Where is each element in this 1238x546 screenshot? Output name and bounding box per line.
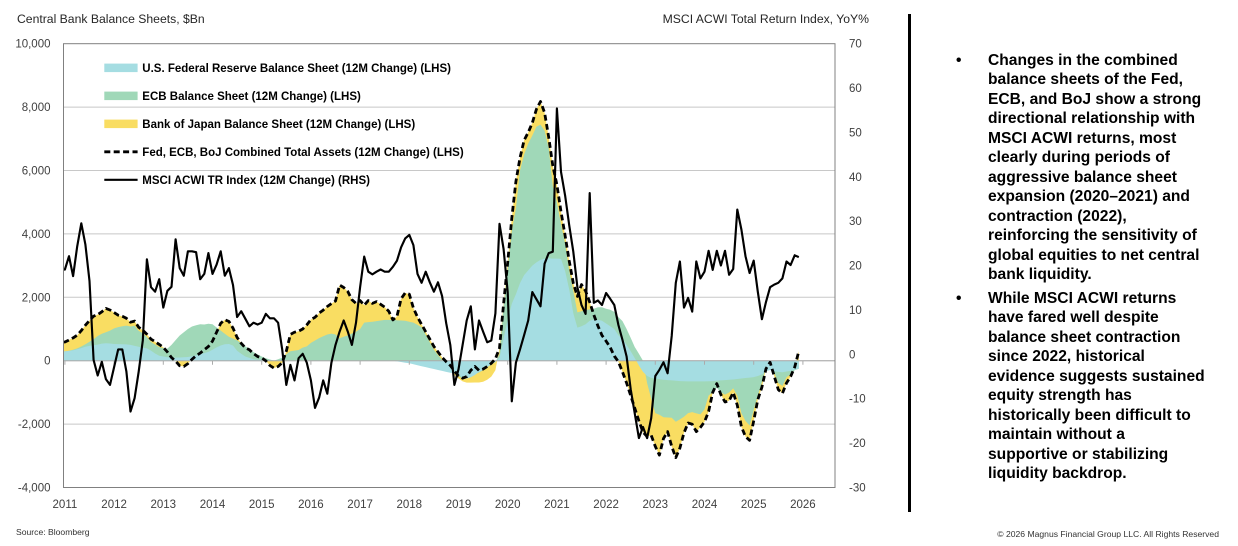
svg-text:0: 0 — [44, 356, 50, 368]
svg-text:50: 50 — [849, 128, 862, 140]
svg-text:2,000: 2,000 — [22, 292, 51, 304]
svg-text:2017: 2017 — [347, 499, 373, 511]
svg-text:70: 70 — [849, 39, 862, 51]
svg-text:2013: 2013 — [151, 499, 177, 511]
svg-text:2014: 2014 — [200, 499, 226, 511]
svg-text:40: 40 — [849, 172, 862, 184]
svg-text:2024: 2024 — [692, 499, 718, 511]
svg-text:2023: 2023 — [643, 499, 669, 511]
svg-text:-20: -20 — [849, 438, 866, 450]
svg-text:2019: 2019 — [446, 499, 472, 511]
svg-text:Fed, ECB, BoJ Combined Total A: Fed, ECB, BoJ Combined Total Assets (12M… — [142, 147, 464, 159]
svg-text:2011: 2011 — [53, 499, 78, 511]
svg-text:8,000: 8,000 — [22, 102, 51, 114]
svg-text:MSCI ACWI TR Index (12M Change: MSCI ACWI TR Index (12M Change) (RHS) — [142, 175, 370, 187]
svg-text:-4,000: -4,000 — [18, 483, 51, 495]
svg-text:10: 10 — [849, 305, 862, 317]
svg-text:2022: 2022 — [593, 499, 619, 511]
svg-text:10,000: 10,000 — [15, 39, 50, 51]
svg-text:2015: 2015 — [249, 499, 275, 511]
svg-text:-2,000: -2,000 — [18, 419, 51, 431]
svg-text:2016: 2016 — [298, 499, 324, 511]
svg-text:4,000: 4,000 — [22, 229, 51, 241]
svg-text:Bank of Japan Balance Sheet (1: Bank of Japan Balance Sheet (12M Change)… — [142, 119, 415, 131]
svg-text:-30: -30 — [849, 483, 866, 495]
svg-text:2018: 2018 — [397, 499, 423, 511]
svg-text:2026: 2026 — [790, 499, 816, 511]
svg-text:20: 20 — [849, 261, 862, 273]
svg-text:6,000: 6,000 — [22, 166, 51, 178]
svg-text:2021: 2021 — [544, 499, 570, 511]
svg-text:2020: 2020 — [495, 499, 521, 511]
svg-text:0: 0 — [849, 349, 855, 361]
svg-text:-10: -10 — [849, 394, 866, 406]
svg-text:60: 60 — [849, 83, 862, 95]
svg-text:U.S. Federal Reserve Balance S: U.S. Federal Reserve Balance Sheet (12M … — [142, 63, 451, 75]
svg-text:ECB Balance Sheet (12M Change): ECB Balance Sheet (12M Change) (LHS) — [142, 91, 361, 103]
svg-text:2012: 2012 — [101, 499, 127, 511]
svg-text:MSCI ACWI Total Return Index,: MSCI ACWI Total Return Index, YoY% — [663, 12, 870, 26]
svg-text:Central Bank Balance Sheets, $: Central Bank Balance Sheets, $Bn — [17, 12, 205, 26]
svg-text:30: 30 — [849, 216, 862, 228]
svg-text:2025: 2025 — [741, 499, 767, 511]
